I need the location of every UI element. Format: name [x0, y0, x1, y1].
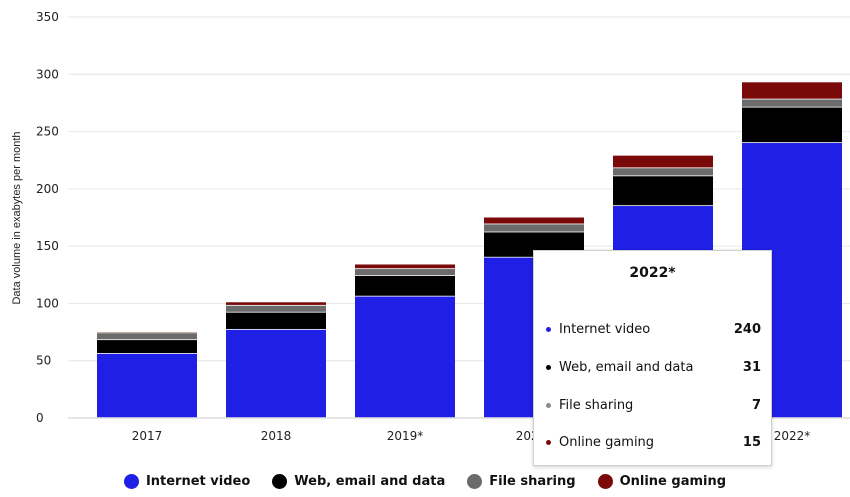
gridlines — [68, 16, 850, 419]
tooltip-row-value: 240 — [733, 322, 761, 337]
bar-segment-2019-3[interactable] — [355, 264, 455, 269]
y-tick-label: 0 — [36, 411, 44, 425]
x-tick-label: 2017 — [132, 429, 163, 443]
y-tick-label: 300 — [36, 67, 59, 81]
bar-segment-2017-0[interactable] — [97, 353, 197, 418]
bar-segment-2021-2[interactable] — [613, 168, 713, 176]
tooltip-row-label: Web, email and data — [559, 360, 694, 375]
legend-dot-icon — [123, 474, 139, 489]
tooltip-dot-icon — [546, 403, 551, 408]
bar-segment-2019-1[interactable] — [355, 275, 455, 296]
tooltip-row-file-sharing: File sharing 7 — [546, 398, 761, 413]
legend-label: Web, email and data — [294, 474, 446, 489]
legend-item-internet-video[interactable]: Internet video — [123, 474, 251, 489]
bar-segment-2022-2[interactable] — [742, 99, 842, 107]
tooltip-row-label: File sharing — [559, 398, 634, 413]
chart-legend: Internet video Web, email and data File … — [0, 474, 850, 489]
legend-dot-icon — [272, 474, 288, 489]
bar-segment-2019-0[interactable] — [355, 296, 455, 418]
legend-item-web-email-data[interactable]: Web, email and data — [272, 474, 445, 489]
y-tick-label: 350 — [36, 10, 59, 24]
legend-label: Online gaming — [619, 474, 727, 489]
tooltip-row-value: 15 — [742, 435, 761, 450]
tooltip-row-label: Internet video — [559, 322, 651, 337]
legend-label: File sharing — [489, 474, 576, 489]
y-tick-label: 250 — [36, 125, 59, 139]
bar-segment-2018-1[interactable] — [226, 312, 326, 329]
bar-segment-2020-2[interactable] — [484, 224, 584, 232]
bar-segment-2022-1[interactable] — [742, 107, 842, 143]
legend-dot-icon — [467, 474, 483, 489]
x-tick-label: 2018 — [261, 429, 292, 443]
legend-label: Internet video — [145, 474, 251, 489]
y-tick-label: 100 — [36, 296, 59, 310]
bar-segment-2018-0[interactable] — [226, 329, 326, 418]
legend-dot-icon — [597, 474, 613, 489]
bar-segment-2022-3[interactable] — [742, 82, 842, 99]
tooltip-row-internet-video: Internet video 240 — [546, 322, 761, 337]
tooltip-dot-icon — [546, 365, 551, 370]
legend-item-file-sharing[interactable]: File sharing — [467, 474, 576, 489]
bar-segment-2017-2[interactable] — [97, 333, 197, 340]
y-tick-label: 200 — [36, 182, 59, 196]
bar-segment-2018-2[interactable] — [226, 305, 326, 312]
tooltip-row-value: 7 — [751, 398, 761, 413]
bar-segment-2021-3[interactable] — [613, 155, 713, 168]
y-tick-label: 50 — [36, 354, 51, 368]
y-axis-label: Data volume in exabytes per month — [11, 131, 23, 304]
tooltip-row-web-email-data: Web, email and data 31 — [546, 360, 761, 375]
legend-item-online-gaming[interactable]: Online gaming — [597, 474, 727, 489]
y-axis-ticks: 0 50 100 150 200 250 300 350 — [36, 10, 59, 425]
bar-segment-2019-2[interactable] — [355, 269, 455, 276]
tooltip-row-online-gaming: Online gaming 15 — [546, 435, 761, 450]
x-tick-label: 2022* — [774, 429, 811, 443]
x-tick-label: 2019* — [387, 429, 424, 443]
tooltip-row-label: Online gaming — [559, 435, 655, 450]
tooltip-dot-icon — [546, 440, 551, 445]
bar-segment-2021-1[interactable] — [613, 176, 713, 206]
bar-segment-2020-3[interactable] — [484, 217, 584, 224]
bar-segment-2017-1[interactable] — [97, 340, 197, 354]
hover-tooltip: 2022* Internet video 240 Web, email and … — [533, 250, 772, 466]
tooltip-dot-icon — [546, 327, 551, 332]
tooltip-title: 2022* — [629, 265, 676, 281]
tooltip-row-value: 31 — [742, 360, 761, 375]
bar-segment-2018-3[interactable] — [226, 302, 326, 305]
y-tick-label: 150 — [36, 239, 59, 253]
